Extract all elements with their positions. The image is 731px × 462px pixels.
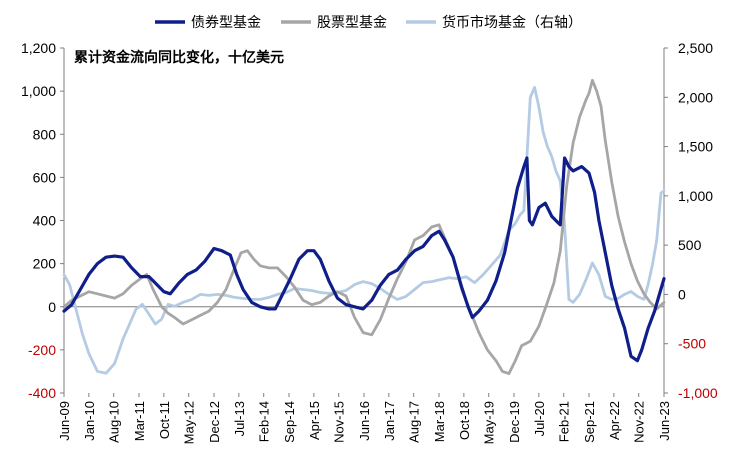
axes <box>63 48 665 393</box>
x-tick-label: Aug-10 <box>107 401 122 443</box>
legend-item-money-market-funds: 货币市场基金（右轴） <box>406 14 582 31</box>
left-tick-label: 800 <box>33 126 57 142</box>
series-layer <box>62 78 666 375</box>
left-tick-label: 600 <box>33 169 57 185</box>
left-tick-label: 1,200 <box>21 40 56 56</box>
right-tick-label: 1,000 <box>678 188 713 204</box>
x-tick-label: Jul-20 <box>532 401 547 436</box>
x-tick-label: May-12 <box>182 401 197 444</box>
right-tick-label: -500 <box>678 336 706 352</box>
x-tick-label: May-19 <box>482 401 497 444</box>
x-tick-label: Mar-11 <box>132 401 147 441</box>
x-tick-label: Jun-09 <box>57 401 72 441</box>
right-tick-label: 0 <box>678 286 686 302</box>
x-tick-label: Jun-16 <box>357 401 372 441</box>
x-tick-label: Jan-17 <box>382 401 397 441</box>
right-tick-label: 500 <box>678 237 702 253</box>
x-tick-label: Apr-15 <box>307 401 322 440</box>
series-line-bond-funds <box>62 156 666 363</box>
legend-item-bond-funds: 债券型基金 <box>155 14 261 31</box>
x-tick-label: Dec-19 <box>507 401 522 443</box>
x-tick-label: Mar-18 <box>432 401 447 442</box>
left-tick-label: 1,000 <box>21 83 56 99</box>
x-tick-label: Sep-14 <box>282 401 297 443</box>
left-tick-label: 400 <box>33 213 57 229</box>
left-tick-label: -400 <box>28 385 56 401</box>
legend-label-equity-funds: 股票型基金 <box>317 14 387 31</box>
series-line-equity-funds <box>62 78 666 375</box>
right-tick-label: 1,500 <box>678 139 713 155</box>
x-axis-ticks: Jun-09 Jan-10 Aug-10 Mar-11 Oct-11 May-12 Dec-… <box>57 393 672 444</box>
right-axis-ticks: -1,000 -500 0 500 1,000 1,500 2,000 2,500 <box>664 40 718 401</box>
x-tick-label: Apr-22 <box>607 401 622 440</box>
legend-item-equity-funds: 股票型基金 <box>281 14 387 31</box>
x-tick-label: Jul-13 <box>232 401 247 436</box>
x-tick-label: Sep-21 <box>582 401 597 443</box>
x-tick-label: Nov-22 <box>632 401 647 443</box>
x-tick-label: Oct-18 <box>457 401 472 440</box>
right-tick-label: 2,000 <box>678 89 713 105</box>
x-tick-label: Nov-15 <box>332 401 347 443</box>
x-tick-label: Jun-23 <box>657 401 672 441</box>
x-tick-label: Feb-14 <box>257 401 272 442</box>
right-tick-label: -1,000 <box>678 385 718 401</box>
right-tick-label: 2,500 <box>678 40 713 56</box>
left-axis-ticks: -400 -200 0 200 400 600 800 1,000 1,200 <box>21 40 64 401</box>
x-tick-label: Oct-11 <box>157 401 172 439</box>
x-tick-label: Jan-10 <box>82 401 97 441</box>
x-tick-label: Dec-12 <box>207 401 222 443</box>
chart-title: 累计资金流向同比变化，十亿美元 <box>74 49 284 66</box>
legend-label-money-market-funds: 货币市场基金（右轴） <box>442 14 582 31</box>
x-tick-label: Feb-21 <box>557 401 572 442</box>
legend-label-bond-funds: 债券型基金 <box>191 14 261 31</box>
x-tick-label: Aug-17 <box>407 401 422 443</box>
left-tick-label: -200 <box>28 342 56 358</box>
series-line-money-market-funds <box>62 86 666 375</box>
legend: 债券型基金 股票型基金 货币市场基金（右轴） <box>155 14 582 31</box>
left-tick-label: 200 <box>33 256 57 272</box>
left-tick-label: 0 <box>48 299 56 315</box>
